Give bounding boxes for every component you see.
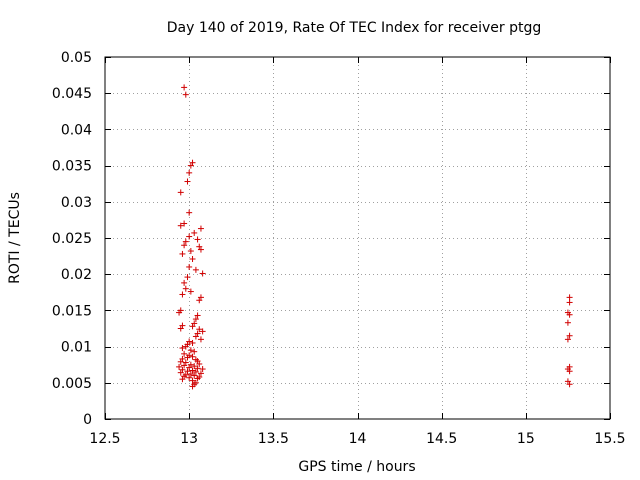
y-tick-label: 0.035	[52, 159, 92, 175]
data-point-plus-marker	[564, 336, 571, 343]
x-tick-label: 15.5	[594, 431, 625, 447]
data-point-plus-marker	[189, 367, 196, 374]
data-point-plus-marker	[197, 336, 204, 343]
data-point-plus-marker	[187, 288, 194, 295]
data-point-plus-marker	[186, 364, 193, 371]
data-point-plus-marker	[191, 348, 198, 355]
y-tick-label: 0.025	[52, 231, 92, 247]
data-point-plus-marker	[186, 233, 193, 240]
data-point-plus-marker	[184, 178, 191, 185]
data-point-plus-marker	[194, 375, 201, 382]
data-point-plus-marker	[191, 372, 198, 379]
data-point-plus-marker	[176, 309, 183, 316]
data-point-plus-marker	[177, 325, 184, 332]
data-point-plus-marker	[187, 371, 194, 378]
chart-title: Day 140 of 2019, Rate Of TEC Index for r…	[167, 20, 542, 36]
data-point-plus-marker	[186, 263, 193, 270]
data-point-plus-marker	[566, 381, 573, 388]
data-point-plus-marker	[182, 343, 189, 350]
data-point-plus-marker	[191, 229, 198, 236]
data-point-plus-marker	[179, 250, 186, 257]
data-point-plus-marker	[566, 311, 573, 318]
data-point-plus-marker	[196, 297, 203, 304]
data-point-plus-marker	[184, 274, 191, 281]
grid-lines	[105, 57, 610, 419]
data-point-plus-marker	[179, 291, 186, 298]
x-tick-label: 13.5	[258, 431, 289, 447]
data-point-plus-marker	[189, 323, 196, 330]
y-axis-label: ROTI / TECUs	[7, 192, 23, 284]
data-point-plus-marker	[197, 225, 204, 232]
data-point-plus-marker	[199, 270, 206, 277]
data-point-plus-marker	[189, 353, 196, 360]
data-point-plus-marker	[186, 169, 193, 176]
data-point-plus-marker	[194, 312, 201, 319]
data-point-plus-marker	[179, 345, 186, 352]
data-point-plus-marker	[194, 365, 201, 372]
data-point-plus-marker	[199, 366, 206, 373]
data-point-plus-marker	[566, 368, 573, 375]
data-point-plus-marker	[194, 236, 201, 243]
data-point-plus-marker	[192, 266, 199, 273]
data-point-plus-marker	[189, 255, 196, 262]
y-tick-label: 0.005	[52, 376, 92, 392]
x-tick-label: 14	[349, 431, 367, 447]
data-point-plus-marker	[179, 376, 186, 383]
data-point-plus-marker	[197, 246, 204, 253]
data-point-plus-marker	[186, 374, 193, 381]
data-point-plus-marker	[196, 326, 203, 333]
data-point-plus-marker	[182, 238, 189, 245]
data-point-plus-marker	[184, 368, 191, 375]
y-tick-label: 0.05	[61, 50, 92, 66]
axis-ticks: 12.5 13 13.5 14 14.5 15 15.5 0 0.005 0.01 0.015 0.0…	[52, 50, 626, 447]
data-point-plus-marker	[187, 248, 194, 255]
y-tick-label: 0	[83, 412, 92, 428]
y-tick-label: 0.015	[52, 303, 92, 319]
data-point-plus-marker	[186, 209, 193, 216]
data-point-plus-marker	[196, 360, 203, 367]
data-point-plus-marker	[189, 339, 196, 346]
data-point-plus-marker	[192, 333, 199, 340]
y-tick-label: 0.04	[61, 122, 92, 138]
data-point-plus-marker	[566, 294, 573, 301]
data-point-plus-marker	[564, 319, 571, 326]
y-tick-label: 0.01	[61, 340, 92, 356]
data-point-plus-marker	[182, 91, 189, 98]
y-tick-label: 0.045	[52, 86, 92, 102]
x-tick-label: 15	[517, 431, 535, 447]
data-point-plus-marker	[566, 332, 573, 339]
data-point-plus-marker	[191, 363, 198, 370]
data-point-plus-marker	[181, 362, 188, 369]
data-point-plus-marker	[192, 368, 199, 375]
data-point-plus-marker	[187, 347, 194, 354]
data-point-plus-marker	[197, 370, 204, 377]
data-point-plus-marker	[181, 350, 188, 357]
data-point-plus-marker	[182, 285, 189, 292]
data-point-plus-marker	[566, 299, 573, 306]
data-point-plus-marker	[184, 354, 191, 361]
data-point-plus-marker	[189, 377, 196, 384]
data-point-plus-marker	[177, 222, 184, 229]
x-tick-label: 12.5	[89, 431, 120, 447]
data-point-plus-marker	[181, 242, 188, 249]
data-point-plus-marker	[181, 220, 188, 227]
data-point-plus-marker	[189, 383, 196, 390]
x-axis-label: GPS time / hours	[298, 459, 415, 475]
x-tick-label: 14.5	[426, 431, 457, 447]
x-tick-label: 13	[180, 431, 198, 447]
data-point-plus-marker	[181, 279, 188, 286]
data-point-plus-marker	[187, 162, 194, 169]
data-point-plus-marker	[177, 189, 184, 196]
y-tick-label: 0.02	[61, 267, 92, 283]
data-point-plus-marker	[192, 316, 199, 323]
data-point-plus-marker	[181, 84, 188, 91]
data-point-plus-marker	[199, 328, 206, 335]
data-point-plus-marker	[176, 363, 183, 370]
data-point-plus-marker	[177, 369, 184, 376]
data-point-plus-marker	[177, 358, 184, 365]
data-points	[176, 84, 573, 390]
y-tick-label: 0.03	[61, 195, 92, 211]
